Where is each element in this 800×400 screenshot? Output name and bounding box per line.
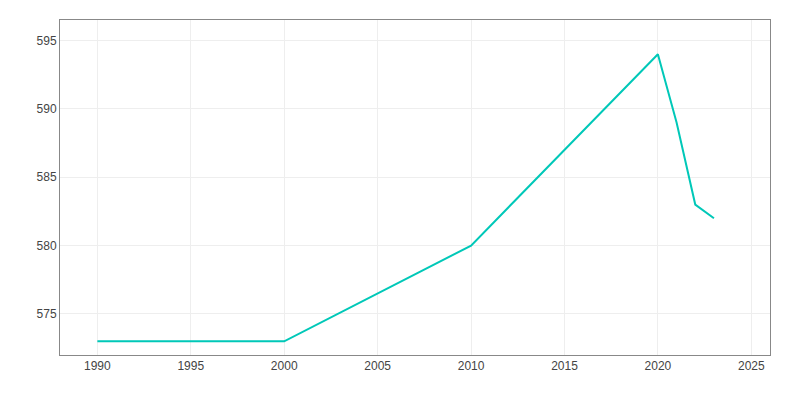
svg-text:575: 575 (37, 307, 57, 321)
svg-text:2005: 2005 (364, 359, 391, 373)
svg-text:1990: 1990 (84, 359, 111, 373)
svg-text:1995: 1995 (177, 359, 204, 373)
svg-text:595: 595 (37, 34, 57, 48)
svg-text:2010: 2010 (458, 359, 485, 373)
svg-text:2015: 2015 (551, 359, 578, 373)
svg-text:585: 585 (37, 170, 57, 184)
svg-text:590: 590 (37, 102, 57, 116)
svg-text:2000: 2000 (271, 359, 298, 373)
svg-text:580: 580 (37, 239, 57, 253)
svg-text:2025: 2025 (738, 359, 765, 373)
svg-text:2020: 2020 (645, 359, 672, 373)
